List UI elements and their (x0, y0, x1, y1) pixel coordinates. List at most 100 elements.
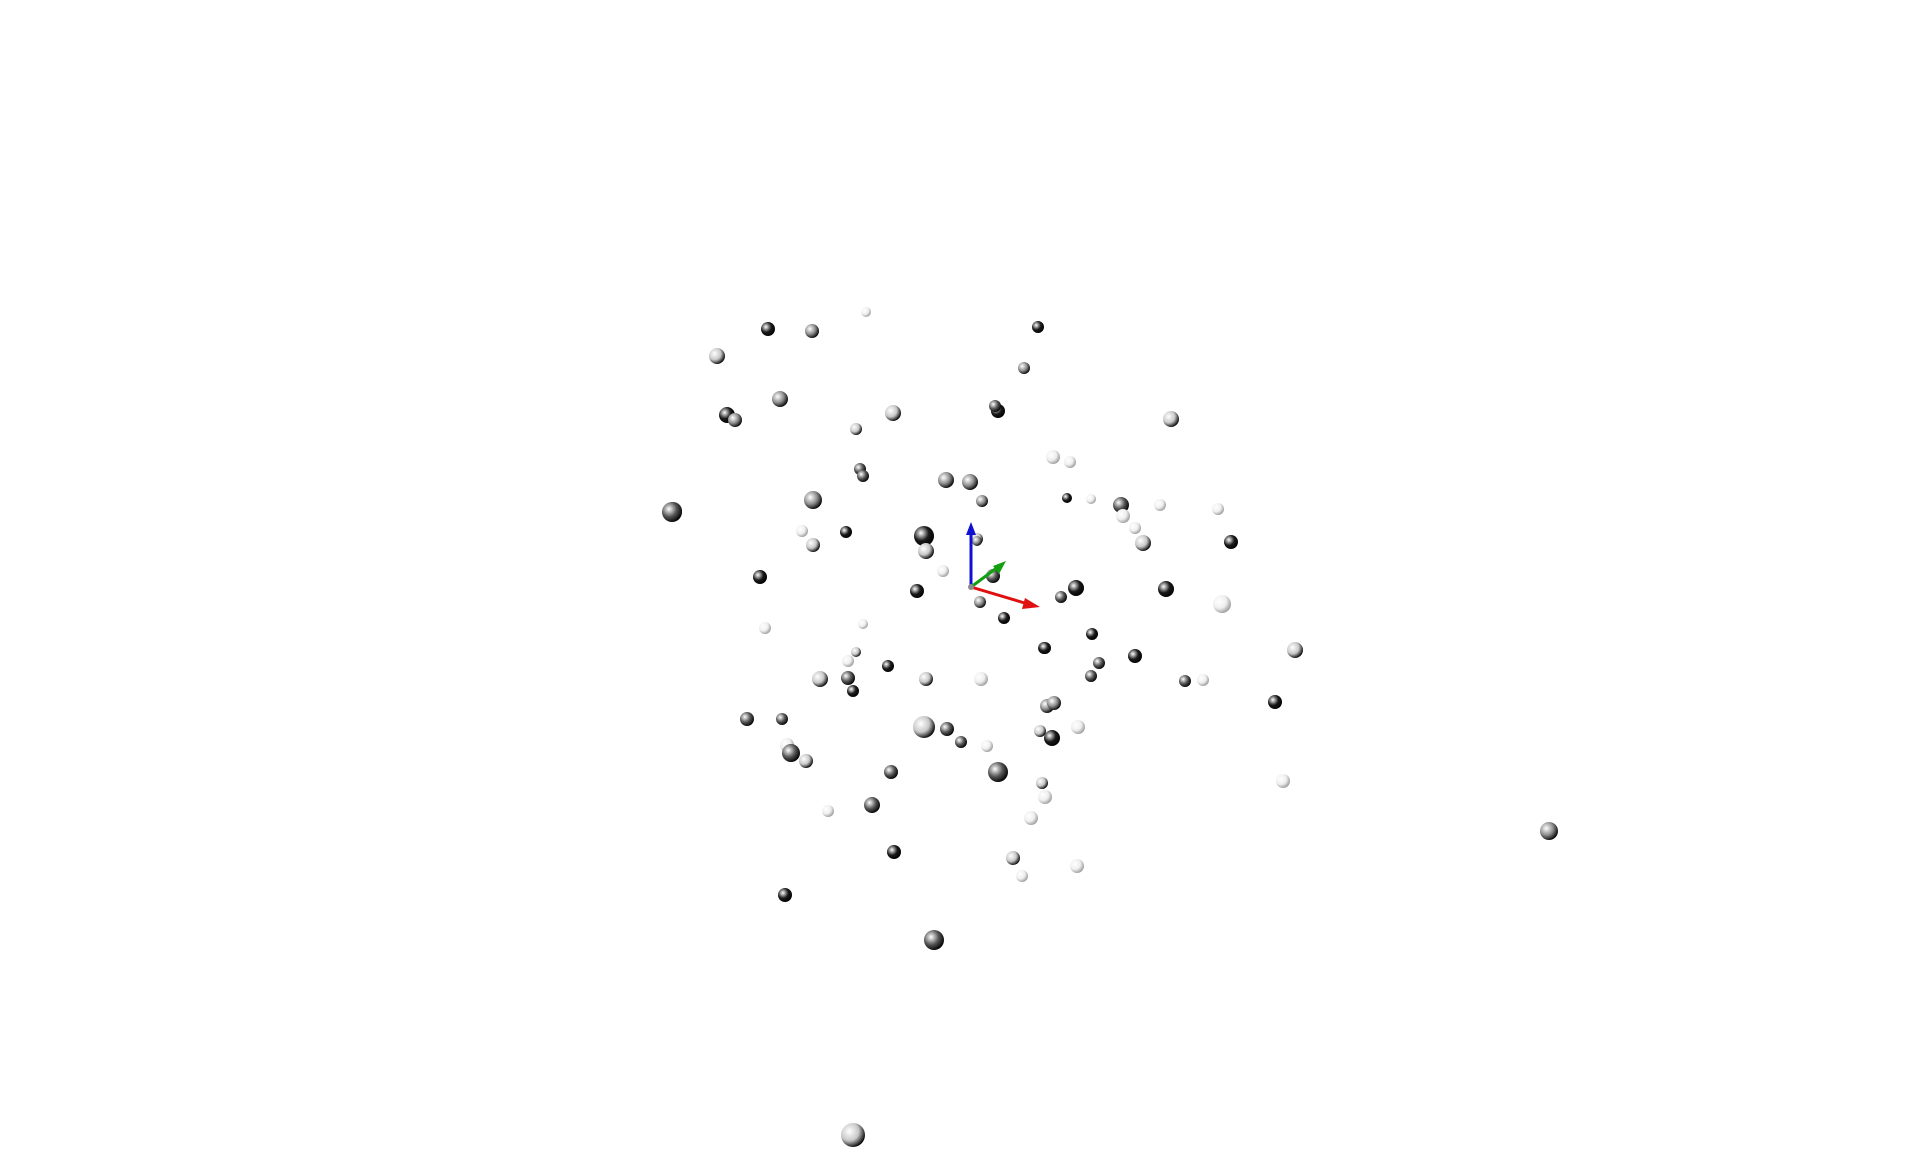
point-sphere (918, 543, 934, 559)
point-sphere (955, 736, 967, 748)
point-sphere (806, 538, 820, 552)
point-sphere (1276, 774, 1290, 788)
point-sphere (850, 423, 862, 435)
point-sphere (851, 647, 861, 657)
point-sphere (962, 474, 978, 490)
point-sphere (1086, 494, 1096, 504)
point-sphere (776, 713, 788, 725)
point-sphere (1085, 670, 1097, 682)
point-sphere (913, 716, 935, 738)
point-sphere (759, 622, 771, 634)
point-sphere (1197, 674, 1209, 686)
point-sphere (1179, 675, 1191, 687)
point-sphere (974, 672, 988, 686)
x-axis-line (970, 585, 1029, 606)
point-sphere (974, 596, 986, 608)
point-sphere (1047, 696, 1061, 710)
point-sphere (919, 672, 933, 686)
point-sphere (841, 671, 855, 685)
point-sphere (1287, 642, 1303, 658)
point-sphere (882, 660, 894, 672)
point-sphere (1129, 522, 1141, 534)
point-sphere (778, 888, 792, 902)
point-sphere (998, 612, 1010, 624)
point-sphere (772, 391, 788, 407)
point-sphere (885, 405, 901, 421)
point-sphere (1540, 822, 1558, 840)
point-sphere (910, 584, 924, 598)
point-sphere (857, 470, 869, 482)
point-sphere (976, 495, 988, 507)
point-sphere (1038, 790, 1052, 804)
point-sphere (847, 685, 859, 697)
z-axis-arrowhead (966, 522, 976, 535)
point-sphere (1093, 657, 1105, 669)
point-sphere (1086, 628, 1098, 640)
point-sphere (884, 765, 898, 779)
point-sphere (914, 526, 934, 546)
point-sphere (1046, 450, 1060, 464)
point-sphere (1116, 509, 1130, 523)
point-sphere (1213, 595, 1231, 613)
point-sphere (858, 619, 868, 629)
point-sphere (1163, 411, 1179, 427)
point-sphere (782, 744, 800, 762)
point-sphere (799, 754, 813, 768)
point-sphere (753, 570, 767, 584)
point-sphere (1068, 580, 1084, 596)
point-sphere (805, 324, 819, 338)
point-sphere (761, 322, 775, 336)
point-sphere (740, 712, 754, 726)
point-sphere (1036, 777, 1048, 789)
point-sphere (1113, 497, 1129, 513)
point-sphere (796, 525, 808, 537)
point-sphere (1268, 695, 1282, 709)
point-sphere (1024, 811, 1038, 825)
point-sphere (1158, 581, 1174, 597)
point-sphere (861, 307, 871, 317)
point-sphere (662, 502, 682, 522)
x-axis-arrowhead (1022, 598, 1040, 609)
point-sphere (1062, 493, 1072, 503)
point-sphere (1034, 725, 1046, 737)
point-sphere (1006, 851, 1020, 865)
point-sphere (937, 565, 949, 577)
point-sphere (1032, 321, 1044, 333)
y-axis-line (970, 565, 999, 589)
point-sphere (709, 348, 725, 364)
point-sphere (812, 671, 828, 687)
point-sphere (940, 722, 954, 736)
point-sphere (972, 536, 982, 546)
point-sphere (1016, 870, 1028, 882)
point-sphere (989, 400, 1001, 412)
point-sphere (1070, 859, 1084, 873)
point-sphere (1039, 642, 1051, 654)
point-sphere (887, 845, 901, 859)
point-sphere (1018, 362, 1030, 374)
point-sphere (1212, 503, 1224, 515)
point-sphere (804, 491, 822, 509)
point-sphere (938, 472, 954, 488)
point-sphere (1128, 649, 1142, 663)
point-sphere (1135, 535, 1151, 551)
point-sphere (1055, 591, 1067, 603)
point-sphere (840, 526, 852, 538)
point-sphere (864, 797, 880, 813)
point-sphere (841, 1123, 865, 1147)
point-sphere (924, 930, 944, 950)
point-sphere (728, 413, 742, 427)
point-sphere (842, 655, 854, 667)
point-sphere (1154, 499, 1166, 511)
point-sphere (822, 805, 834, 817)
sphere-group (662, 307, 1558, 1147)
axes-origin (968, 584, 974, 590)
axes-gizmo[interactable] (966, 522, 1040, 609)
point-sphere (1064, 456, 1076, 468)
point-sphere (1044, 730, 1060, 746)
point-sphere (1224, 535, 1238, 549)
point-sphere (988, 762, 1008, 782)
point-sphere (1071, 720, 1085, 734)
y-axis-arrowhead (993, 561, 1006, 574)
